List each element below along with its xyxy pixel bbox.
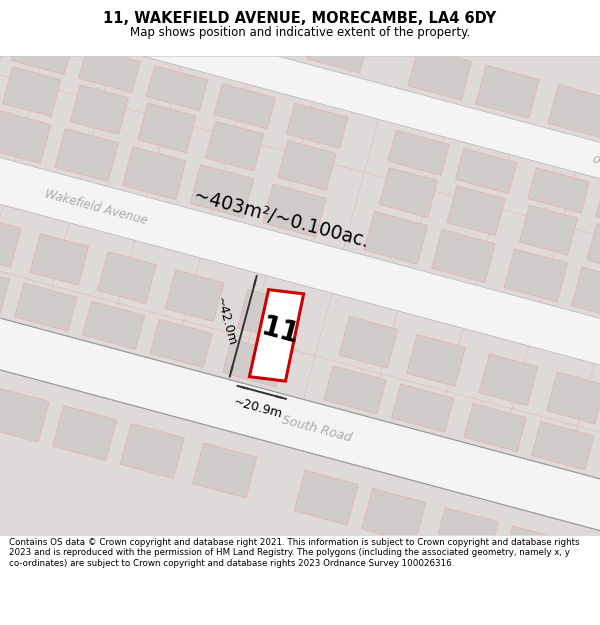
Polygon shape xyxy=(596,186,600,231)
Polygon shape xyxy=(165,270,224,321)
Polygon shape xyxy=(502,526,566,581)
Polygon shape xyxy=(278,141,336,190)
Polygon shape xyxy=(138,103,196,152)
Polygon shape xyxy=(528,168,589,213)
Text: ~20.9m: ~20.9m xyxy=(232,395,284,421)
Polygon shape xyxy=(324,366,386,414)
Polygon shape xyxy=(214,84,275,129)
Text: Wakefield Avenue: Wakefield Avenue xyxy=(43,188,149,227)
Polygon shape xyxy=(548,85,600,138)
Polygon shape xyxy=(479,354,538,406)
Polygon shape xyxy=(362,488,426,543)
Polygon shape xyxy=(30,234,89,285)
Text: ~42.0m: ~42.0m xyxy=(213,296,239,348)
Polygon shape xyxy=(82,301,145,349)
Polygon shape xyxy=(294,470,358,525)
Text: Map shows position and indicative extent of the property.: Map shows position and indicative extent… xyxy=(130,26,470,39)
Polygon shape xyxy=(0,0,600,292)
Polygon shape xyxy=(431,229,495,282)
Polygon shape xyxy=(223,339,285,387)
Polygon shape xyxy=(447,186,505,236)
Polygon shape xyxy=(0,61,600,466)
Text: Contains OS data © Crown copyright and database right 2021. This information is : Contains OS data © Crown copyright and d… xyxy=(9,538,580,568)
Text: 11, WAKEFIELD AVENUE, MORECAMBE, LA4 6DY: 11, WAKEFIELD AVENUE, MORECAMBE, LA4 6DY xyxy=(103,11,497,26)
Polygon shape xyxy=(392,384,454,432)
Polygon shape xyxy=(407,334,465,386)
Polygon shape xyxy=(234,1,298,54)
Polygon shape xyxy=(0,388,49,442)
Polygon shape xyxy=(286,103,348,148)
Polygon shape xyxy=(167,0,230,36)
Polygon shape xyxy=(0,104,600,572)
Polygon shape xyxy=(11,29,73,74)
Polygon shape xyxy=(193,443,257,498)
Polygon shape xyxy=(0,265,10,313)
Polygon shape xyxy=(572,267,600,320)
Polygon shape xyxy=(379,168,437,217)
Polygon shape xyxy=(2,67,61,116)
Polygon shape xyxy=(434,508,498,562)
Text: South Road: South Road xyxy=(280,413,353,444)
Polygon shape xyxy=(263,184,326,237)
Polygon shape xyxy=(0,0,600,423)
Text: ~403m²/~0.100ac.: ~403m²/~0.100ac. xyxy=(191,187,370,252)
Polygon shape xyxy=(408,47,472,100)
Polygon shape xyxy=(587,223,600,273)
Text: ofield Avenue: ofield Avenue xyxy=(591,152,600,188)
Polygon shape xyxy=(146,66,208,111)
Polygon shape xyxy=(238,289,296,341)
Polygon shape xyxy=(70,85,128,134)
Polygon shape xyxy=(55,129,118,181)
Polygon shape xyxy=(98,252,156,303)
Polygon shape xyxy=(547,372,600,424)
Text: 11: 11 xyxy=(258,312,302,349)
Polygon shape xyxy=(0,0,600,259)
Polygon shape xyxy=(364,211,428,264)
Polygon shape xyxy=(476,65,539,118)
Polygon shape xyxy=(504,249,568,302)
Polygon shape xyxy=(121,424,184,479)
Polygon shape xyxy=(388,130,449,176)
Polygon shape xyxy=(307,20,370,73)
Polygon shape xyxy=(0,259,600,625)
Polygon shape xyxy=(79,48,140,92)
Polygon shape xyxy=(150,319,212,368)
Polygon shape xyxy=(455,148,517,194)
Polygon shape xyxy=(15,283,77,331)
Polygon shape xyxy=(206,121,263,171)
Polygon shape xyxy=(339,316,398,368)
Polygon shape xyxy=(0,12,10,58)
Polygon shape xyxy=(532,422,594,469)
Polygon shape xyxy=(0,111,51,163)
Polygon shape xyxy=(520,205,578,255)
Polygon shape xyxy=(0,216,21,267)
Polygon shape xyxy=(574,545,600,600)
Polygon shape xyxy=(190,165,254,217)
Polygon shape xyxy=(53,406,117,461)
Polygon shape xyxy=(122,147,186,199)
Polygon shape xyxy=(464,404,526,451)
Polygon shape xyxy=(250,289,304,381)
Polygon shape xyxy=(99,0,163,18)
Polygon shape xyxy=(0,211,600,621)
